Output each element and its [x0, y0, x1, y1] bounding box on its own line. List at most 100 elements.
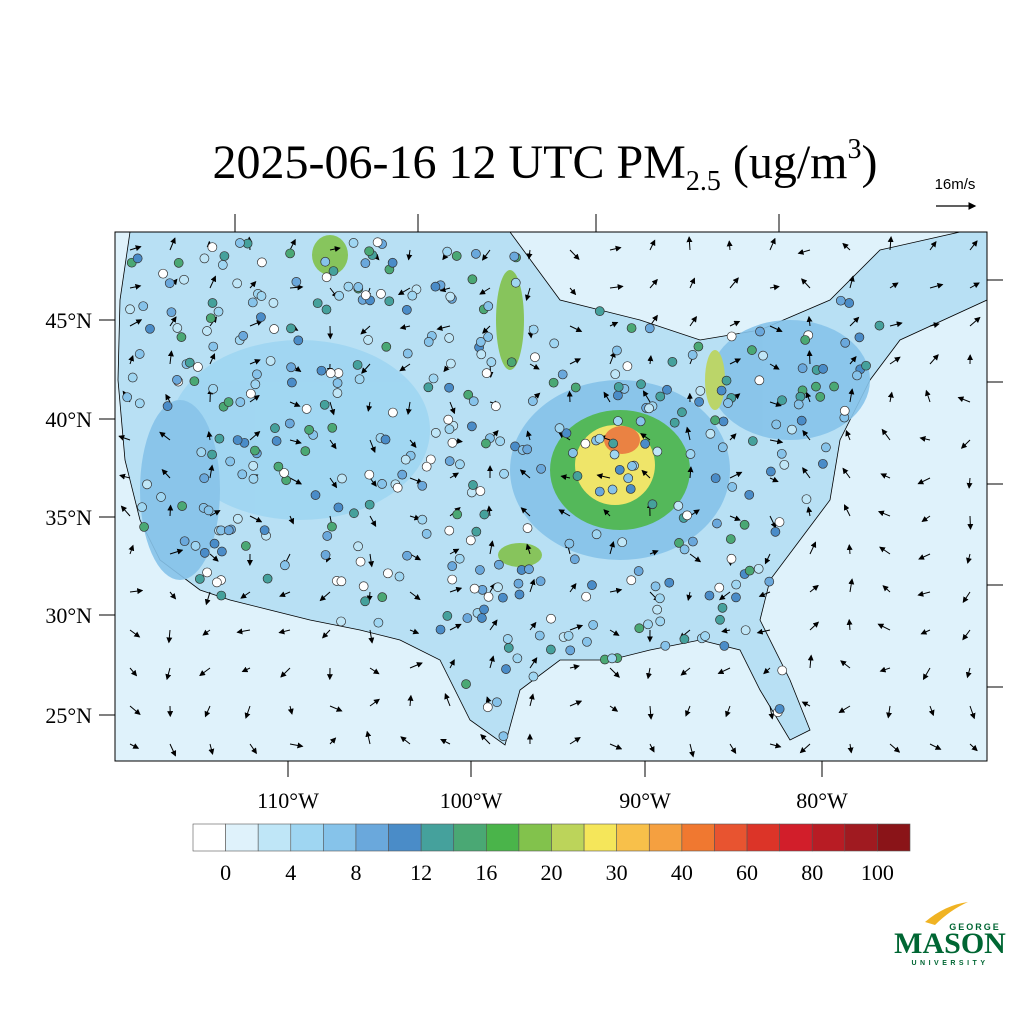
wind-vector	[529, 363, 540, 370]
station	[284, 418, 295, 429]
wind-vector	[603, 509, 611, 517]
station	[217, 260, 228, 270]
station	[194, 574, 205, 584]
station	[719, 641, 730, 651]
colorbar-box	[355, 823, 389, 852]
station	[662, 384, 672, 395]
station	[444, 424, 455, 435]
wind-vector	[969, 282, 980, 289]
colorbar-box	[551, 823, 585, 852]
wind-vector	[647, 705, 654, 720]
wind-vector	[409, 591, 421, 601]
station	[376, 289, 386, 299]
station	[377, 592, 388, 602]
wind-vector	[397, 287, 411, 296]
station	[156, 492, 166, 502]
station	[265, 356, 276, 366]
wind-vector	[368, 553, 375, 568]
wind-vector	[569, 358, 582, 365]
colorbar-box	[583, 823, 617, 852]
wind-vector	[249, 515, 263, 523]
station	[248, 460, 259, 471]
station	[190, 541, 201, 551]
wind-vector	[686, 591, 693, 601]
lon-label: 100°W	[440, 788, 503, 813]
wind-vector	[921, 515, 931, 523]
colorbar-box	[681, 823, 715, 852]
station	[447, 437, 458, 448]
wind-vector	[519, 469, 531, 479]
wind-vector	[209, 510, 221, 517]
wind-vector	[717, 667, 731, 675]
wind-vector	[360, 325, 371, 335]
station	[471, 248, 481, 259]
station	[354, 374, 365, 385]
station	[134, 398, 145, 409]
station	[352, 360, 363, 370]
wind-vector	[603, 391, 611, 403]
station	[714, 582, 725, 593]
colorbar-box	[746, 823, 780, 852]
colorbar-box	[518, 823, 552, 852]
station	[607, 653, 617, 664]
station	[202, 567, 212, 578]
station	[417, 480, 428, 491]
lon-label: 90°W	[619, 788, 671, 813]
wind-vector	[204, 705, 211, 718]
wind-vector	[848, 578, 855, 593]
station	[695, 386, 706, 396]
station	[462, 613, 473, 623]
station	[861, 360, 871, 371]
station	[818, 364, 828, 374]
station	[673, 500, 684, 511]
wind-vector	[409, 662, 423, 669]
wind-vector	[528, 693, 535, 707]
wind-vector	[369, 515, 377, 527]
station	[343, 281, 354, 292]
wind-vector	[558, 509, 571, 517]
station	[381, 341, 392, 352]
wind-vector	[609, 541, 615, 555]
wind-vector	[918, 553, 931, 560]
station	[447, 574, 458, 585]
wind-vector	[329, 246, 341, 252]
station	[510, 277, 521, 288]
station	[475, 565, 485, 575]
wind-vector	[685, 426, 692, 441]
station	[549, 338, 560, 349]
wind-vector	[399, 324, 411, 330]
wind-vector	[319, 591, 331, 602]
station	[336, 576, 347, 587]
wind-vector	[249, 359, 261, 365]
wind-vector	[368, 629, 375, 644]
station	[328, 266, 339, 276]
wind-vector	[161, 468, 171, 479]
wind-vector	[569, 624, 584, 631]
station	[444, 382, 454, 393]
wind-vector	[449, 401, 456, 415]
station	[797, 363, 808, 374]
wind-vector	[769, 515, 777, 529]
station	[287, 377, 297, 388]
station	[397, 469, 408, 480]
station	[479, 604, 489, 615]
station	[704, 590, 715, 601]
station	[454, 553, 465, 564]
station	[377, 479, 387, 489]
station	[203, 505, 214, 516]
wind-vector	[649, 743, 655, 753]
wind-vector	[440, 738, 451, 745]
station	[402, 305, 412, 315]
colorbar-box	[192, 823, 226, 852]
station	[700, 631, 710, 641]
station	[726, 553, 737, 564]
station	[608, 438, 619, 449]
station	[479, 509, 490, 520]
wind-vector	[609, 743, 623, 750]
wind-vector	[365, 730, 372, 745]
wind-vector	[449, 586, 463, 593]
lat-label: 35°N	[45, 505, 92, 530]
title-unit: (ug/m	[721, 136, 848, 189]
station	[137, 502, 147, 513]
wind-vector	[486, 505, 493, 517]
